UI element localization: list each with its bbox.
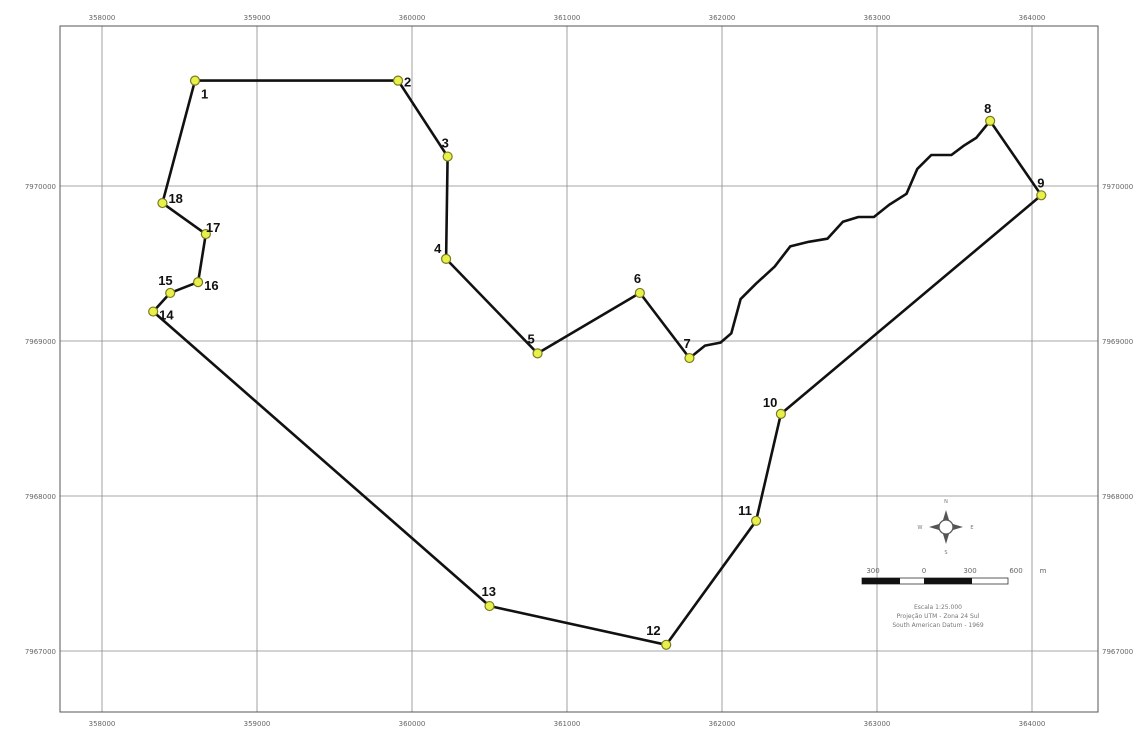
x-tick-label-bottom: 360000 xyxy=(399,720,426,728)
vertex-label-15: 15 xyxy=(158,273,172,288)
x-tick-label-top: 361000 xyxy=(554,14,581,22)
x-tick-label-top: 364000 xyxy=(1019,14,1046,22)
scale-ratio-text: Escala 1:25.000 xyxy=(914,604,962,611)
x-tick-label-top: 358000 xyxy=(89,14,116,22)
x-tick-label-bottom: 362000 xyxy=(709,720,736,728)
property-boundary xyxy=(151,79,1043,647)
vertex-label-3: 3 xyxy=(442,136,449,151)
vertex-marker-14[interactable] xyxy=(148,306,159,317)
x-tick-label-top: 359000 xyxy=(244,14,271,22)
projection-text: Projeção UTM - Zona 24 Sul xyxy=(897,613,980,620)
y-tick-label-right: 7969000 xyxy=(1102,338,1133,346)
x-tick-label-bottom: 358000 xyxy=(89,720,116,728)
north-arrow-compass: N S E W xyxy=(918,499,974,556)
y-tick-label-right: 7970000 xyxy=(1102,183,1133,191)
vertex-marker-17[interactable] xyxy=(200,228,211,240)
compass-east-pointer-icon xyxy=(953,524,963,530)
coordinate-ticks: 3580003580003590003590003600003600003610… xyxy=(25,14,1133,728)
vertex-label-4: 4 xyxy=(434,241,442,256)
vertex-marker-8[interactable] xyxy=(985,115,996,127)
vertex-marker-7[interactable] xyxy=(684,352,695,364)
x-tick-label-bottom: 361000 xyxy=(554,720,581,728)
y-tick-label-left: 7970000 xyxy=(25,183,56,191)
vertex-marker-5[interactable] xyxy=(532,348,543,359)
vertex-label-9: 9 xyxy=(1037,175,1044,190)
vertex-label-8: 8 xyxy=(984,101,991,116)
x-tick-label-bottom: 363000 xyxy=(864,720,891,728)
compass-e-label: E xyxy=(970,525,973,531)
vertex-label-12: 12 xyxy=(646,623,660,638)
vertex-label-18: 18 xyxy=(168,191,182,206)
y-tick-label-left: 7967000 xyxy=(25,648,56,656)
datum-text: South American Datum - 1969 xyxy=(892,622,984,629)
vertex-label-1: 1 xyxy=(201,87,208,102)
vertex-marker-13[interactable] xyxy=(484,600,495,612)
vertex-marker-16[interactable] xyxy=(193,277,204,288)
scale-bar-segment-1 xyxy=(862,578,900,584)
scale-bar-segment-3 xyxy=(948,578,972,584)
compass-w-label: W xyxy=(918,525,923,531)
vertex-marker-2[interactable] xyxy=(392,75,404,86)
grid-lines xyxy=(60,26,1098,712)
boundary-polygon xyxy=(151,79,1043,647)
x-tick-label-top: 360000 xyxy=(399,14,426,22)
vertex-label-16: 16 xyxy=(204,278,218,293)
compass-north-pointer-icon xyxy=(943,510,949,520)
y-tick-label-right: 7968000 xyxy=(1102,493,1133,501)
x-tick-label-bottom: 364000 xyxy=(1019,720,1046,728)
scale-label-0: 0 xyxy=(922,567,926,575)
vertex-label-10: 10 xyxy=(763,395,777,410)
vertex-label-5: 5 xyxy=(528,331,535,346)
scale-label-300-left: 300 xyxy=(866,567,879,575)
y-tick-label-right: 7967000 xyxy=(1102,648,1133,656)
map-info-block: Escala 1:25.000 Projeção UTM - Zona 24 S… xyxy=(892,604,984,629)
compass-south-pointer-icon xyxy=(943,534,949,544)
vertex-label-17: 17 xyxy=(206,220,220,235)
vertex-marker-3[interactable] xyxy=(442,151,453,162)
x-tick-label-top: 363000 xyxy=(864,14,891,22)
vertex-label-14: 14 xyxy=(159,308,174,323)
vertex-marker-6[interactable] xyxy=(634,287,645,299)
vertex-marker-10[interactable] xyxy=(775,408,787,419)
vertex-label-7: 7 xyxy=(683,336,690,351)
vertex-marker-15[interactable] xyxy=(165,287,176,299)
vertex-label-13: 13 xyxy=(482,584,496,599)
compass-s-label: S xyxy=(944,550,947,556)
scale-label-300: 300 xyxy=(963,567,976,575)
scale-bar-segment-2 xyxy=(924,578,948,584)
x-tick-label-bottom: 359000 xyxy=(244,720,271,728)
x-tick-label-top: 362000 xyxy=(709,14,736,22)
y-tick-label-left: 7969000 xyxy=(25,338,56,346)
scale-bar: 300 0 300 600 m xyxy=(861,567,1047,585)
vertex-marker-11[interactable] xyxy=(750,515,762,526)
river-boundary xyxy=(688,119,992,360)
compass-circle-icon xyxy=(938,519,954,535)
vertex-label-2: 2 xyxy=(404,75,411,90)
vertex-marker-9[interactable] xyxy=(1036,190,1047,201)
compass-west-pointer-icon xyxy=(929,524,939,530)
y-tick-label-left: 7968000 xyxy=(25,493,56,501)
vertex-marker-12[interactable] xyxy=(661,639,672,650)
vertex-label-6: 6 xyxy=(634,271,641,286)
vertex-marker-4[interactable] xyxy=(441,253,452,264)
vertex-label-11: 11 xyxy=(738,503,752,518)
scale-label-600: 600 xyxy=(1009,567,1022,575)
vertex-marker-18[interactable] xyxy=(157,197,168,209)
scale-unit-label: m xyxy=(1040,567,1047,575)
vertex-marker-1[interactable] xyxy=(189,75,201,86)
compass-n-label: N xyxy=(944,499,948,505)
map-frame xyxy=(59,25,1099,713)
